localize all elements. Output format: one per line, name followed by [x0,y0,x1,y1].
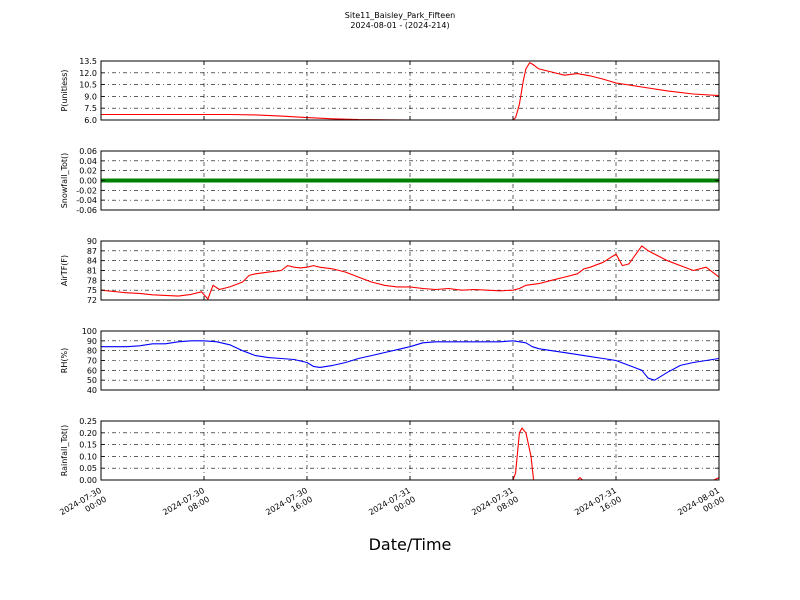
y-tick-label: 12.0 [79,69,97,78]
x-axis-label: Date/Time [369,535,452,554]
y-tick-label: 81 [87,267,97,276]
x-tick-label: 2024-07-3008:00 [161,486,211,526]
x-tick-label: 2024-07-3108:00 [470,486,520,526]
y-tick-label: 84 [87,257,97,266]
y-axis-label: Rainfall_Tot() [60,425,69,477]
subplot-2: -0.06-0.04-0.020.000.020.040.06 Snowfall_… [60,147,720,215]
y-tick-label: 40 [87,386,97,395]
x-tick-label: 2024-07-3016:00 [264,486,314,526]
y-tick-label: 75 [87,286,97,295]
y-tick-label: 90 [87,337,97,346]
y-tick-label: 0.02 [79,167,97,176]
y-tick-label: 0.05 [79,464,97,473]
y-tick-label: 70 [87,357,97,366]
y-tick-label: 72 [87,296,97,305]
x-tick-label: 2024-07-3000:00 [58,486,108,526]
y-tick-label: 0.06 [79,147,97,156]
figure-title-line1: Site11_Baisley_Park_Fifteen [344,11,456,20]
x-tick-label: 2024-08-0100:00 [676,486,726,526]
y-tick-label: 13.5 [79,57,97,66]
y-tick-label: 0.10 [79,452,97,461]
y-tick-label: 10.5 [79,81,97,90]
y-tick-label: 9.0 [84,92,97,101]
y-axis-label: Snowfall_Tot() [60,153,69,209]
series-line [100,245,720,300]
subplot-1: 6.0 7.5 9.0 10.5 12.0 13.5 P(unitless) [60,57,720,125]
y-tick-label: 78 [87,276,97,285]
series-line [101,427,720,481]
y-tick-label: 6.0 [84,116,97,125]
y-tick-label: 50 [87,376,97,385]
y-axis-label: P(unitless) [60,69,69,111]
y-tick-label: 0.00 [79,476,97,485]
x-tick-label: 2024-07-3100:00 [367,486,417,526]
y-tick-label: 60 [87,366,97,375]
series-line [101,340,720,381]
subplot-5: 0.00 0.05 0.10 0.15 0.20 0.25 Rainfall_Tot() [60,417,720,485]
y-tick-label: 90 [87,237,97,246]
y-tick-label: 87 [87,247,97,256]
x-tick-label: 2024-07-3116:00 [573,486,623,526]
figure-title-line2: 2024-08-01 - (2024-214) [350,21,450,30]
y-tick-label: 7.5 [84,104,97,113]
y-axis-label: AirTF(F) [60,255,69,286]
series-line [101,62,720,121]
y-tick-label: 80 [87,347,97,356]
y-tick-label: 0.20 [79,429,97,438]
y-tick-label: 100 [82,327,97,336]
figure-title: Site11_Baisley_Park_Fifteen 2024-08-01 -… [0,11,800,31]
y-tick-label: -0.04 [76,196,97,205]
y-tick-label: 0.25 [79,417,97,426]
y-tick-label: -0.06 [76,206,97,215]
y-tick-label: 0.00 [79,177,97,186]
y-tick-label: 0.15 [79,441,97,450]
y-tick-label: -0.02 [76,186,97,195]
y-axis-label: RH(%) [60,348,69,373]
y-tick-label: 0.04 [79,157,97,166]
